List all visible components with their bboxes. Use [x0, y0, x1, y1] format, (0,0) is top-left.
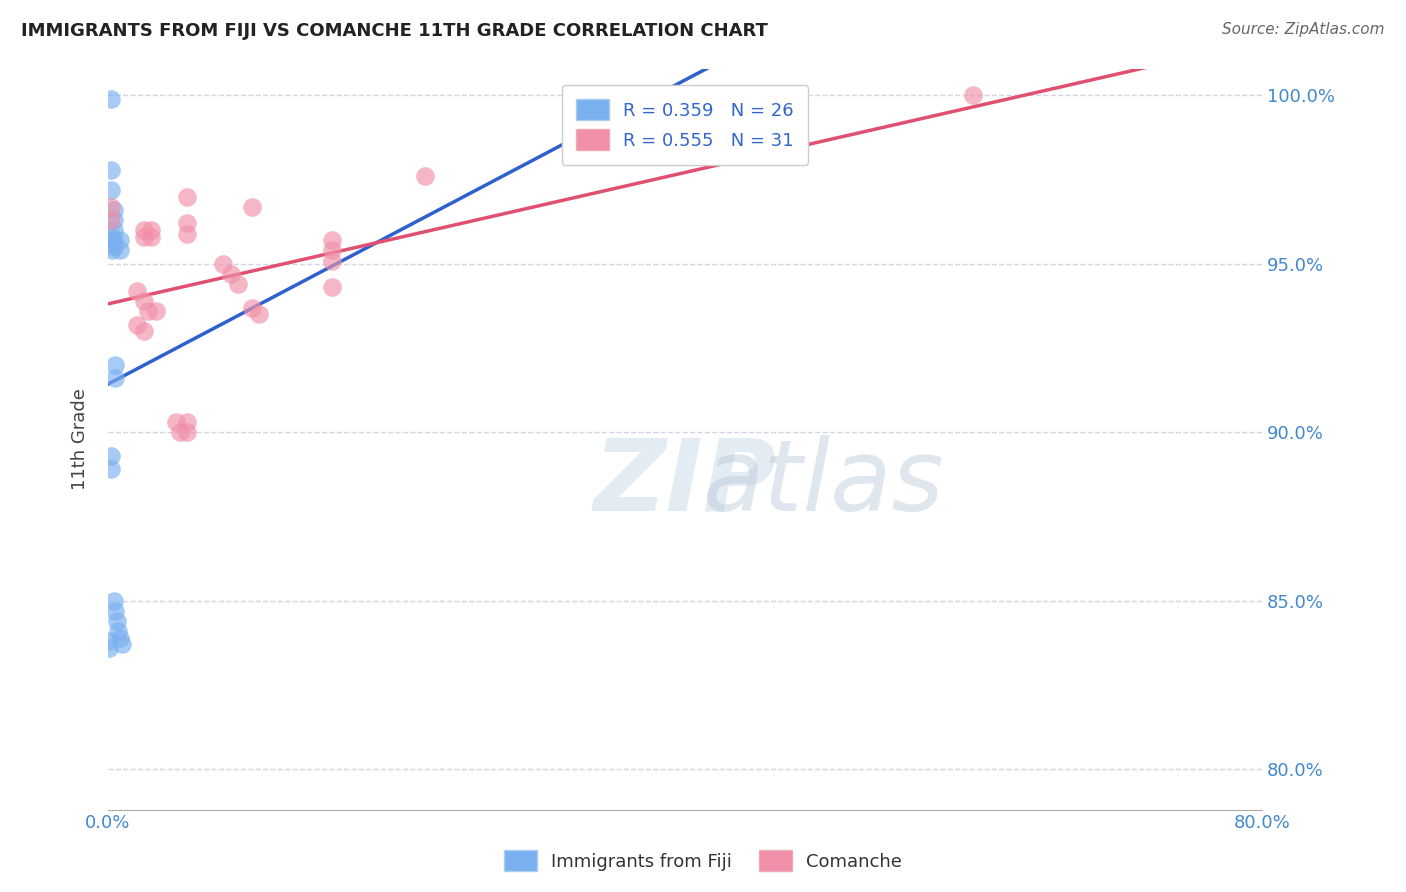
Point: [103, 240, 125, 254]
Point: [103, 223, 125, 237]
Point: [108, 631, 131, 645]
Point: [145, 304, 167, 318]
Point: [100, 92, 122, 106]
Point: [100, 462, 122, 476]
Point: [176, 217, 198, 231]
Text: IMMIGRANTS FROM FIJI VS COMANCHE 11TH GRADE CORRELATION CHART: IMMIGRANTS FROM FIJI VS COMANCHE 11TH GR…: [21, 22, 768, 40]
Text: ZIP: ZIP: [593, 435, 776, 532]
Point: [962, 88, 984, 103]
Point: [321, 280, 343, 294]
Point: [98, 634, 121, 648]
Point: [107, 624, 129, 638]
Point: [413, 169, 436, 184]
Point: [108, 244, 131, 258]
Point: [240, 200, 263, 214]
Point: [240, 301, 263, 315]
Point: [100, 183, 122, 197]
Point: [176, 425, 198, 440]
Point: [321, 244, 343, 258]
Point: [103, 202, 125, 217]
Point: [138, 304, 160, 318]
Point: [212, 257, 235, 271]
Point: [101, 230, 124, 244]
Point: [219, 267, 242, 281]
Point: [141, 230, 163, 244]
Point: [105, 614, 128, 628]
Point: [108, 233, 131, 247]
Point: [100, 200, 122, 214]
Point: [111, 638, 134, 652]
Point: [101, 236, 124, 251]
Point: [169, 425, 191, 440]
Point: [132, 230, 155, 244]
Point: [132, 293, 155, 308]
Point: [100, 162, 122, 177]
Point: [176, 415, 198, 429]
Text: Source: ZipAtlas.com: Source: ZipAtlas.com: [1222, 22, 1385, 37]
Text: atlas: atlas: [703, 435, 945, 532]
Point: [104, 371, 127, 385]
Point: [103, 233, 125, 247]
Point: [125, 318, 148, 332]
Point: [321, 233, 343, 247]
Point: [176, 189, 198, 203]
Point: [103, 213, 125, 227]
Point: [125, 284, 148, 298]
Point: [132, 223, 155, 237]
Legend: R = 0.359   N = 26, R = 0.555   N = 31: R = 0.359 N = 26, R = 0.555 N = 31: [562, 85, 808, 165]
Point: [101, 244, 124, 258]
Point: [165, 415, 187, 429]
Legend: Immigrants from Fiji, Comanche: Immigrants from Fiji, Comanche: [496, 843, 910, 879]
Point: [104, 358, 127, 372]
Point: [98, 640, 121, 655]
Point: [104, 604, 127, 618]
Point: [321, 253, 343, 268]
Point: [132, 324, 155, 338]
Point: [100, 449, 122, 463]
Point: [100, 213, 122, 227]
Point: [616, 95, 638, 110]
Y-axis label: 11th Grade: 11th Grade: [72, 388, 89, 490]
Point: [141, 223, 163, 237]
Point: [176, 227, 198, 241]
Point: [249, 307, 271, 321]
Point: [103, 593, 125, 607]
Point: [226, 277, 249, 291]
